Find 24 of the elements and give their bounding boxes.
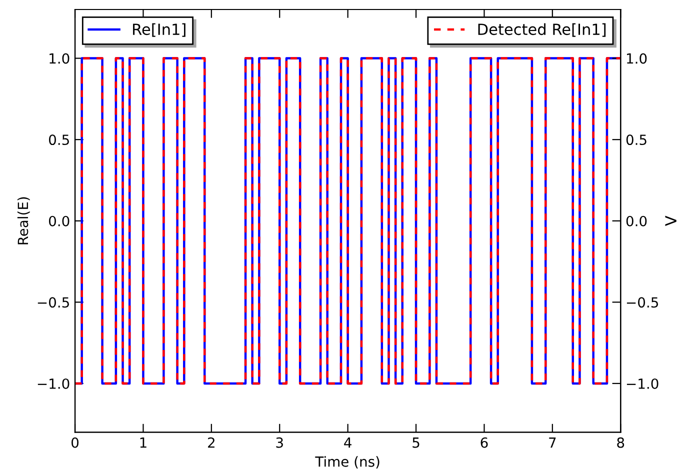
legend-label: Detected Re[In1] bbox=[478, 23, 606, 37]
y2-tick-label: 0.0 bbox=[626, 216, 647, 226]
y-tick-label: 0.5 bbox=[48, 134, 69, 146]
y2-tick-label: 0.5 bbox=[626, 134, 646, 146]
x-tick-label: 6 bbox=[480, 437, 488, 448]
x-tick-label: 3 bbox=[276, 437, 283, 448]
x-tick-label: 1 bbox=[140, 438, 146, 448]
y-axis-title: Real(E) bbox=[17, 197, 30, 244]
legend-label: Re[In1] bbox=[133, 23, 186, 37]
y2-axis-title: V bbox=[665, 216, 676, 226]
x-axis-title: Time (ns) bbox=[315, 456, 380, 468]
y2-tick-label: 1.0 bbox=[627, 53, 647, 64]
x-tick-label: 5 bbox=[412, 438, 420, 448]
x-tick-label: 4 bbox=[344, 438, 352, 448]
x-tick-label: 2 bbox=[208, 437, 214, 448]
y2-tick-label: −0.5 bbox=[626, 297, 658, 308]
y-tick-label: 0.0 bbox=[48, 216, 70, 226]
x-tick-label: 7 bbox=[549, 438, 556, 448]
y-tick-label: −1.0 bbox=[38, 378, 70, 389]
x-tick-label: 0 bbox=[72, 437, 79, 448]
x-tick-label: 8 bbox=[617, 437, 624, 448]
y-tick-label: 1.0 bbox=[50, 53, 70, 64]
y2-tick-label: −1.0 bbox=[626, 378, 658, 389]
y-tick-label: −0.5 bbox=[38, 297, 69, 308]
